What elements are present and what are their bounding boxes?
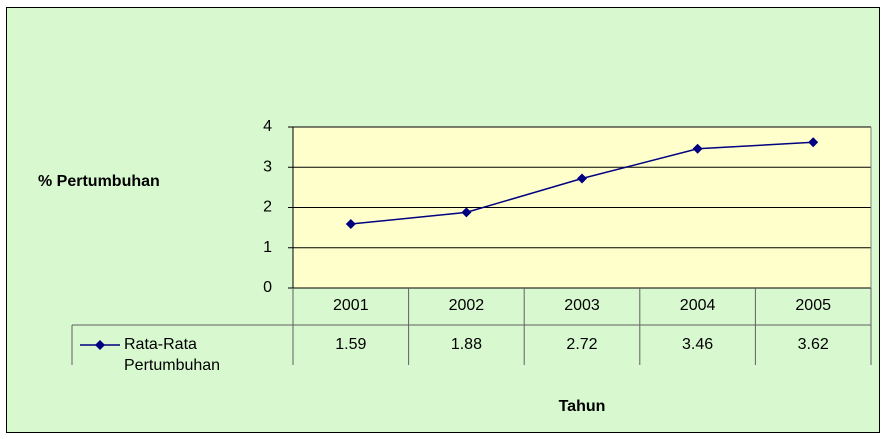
y-tick-label: 2 xyxy=(263,199,272,216)
x-tick-label: 2002 xyxy=(449,297,485,314)
marker xyxy=(461,207,472,218)
legend-label: Rata-Rata Pertumbuhan xyxy=(124,336,221,374)
table-value: 1.59 xyxy=(335,336,366,353)
marker xyxy=(577,173,587,184)
marker xyxy=(808,137,819,148)
x-axis-title: Tahun xyxy=(559,398,606,415)
y-tick-label: 0 xyxy=(263,279,272,296)
table-value: 1.88 xyxy=(451,336,482,353)
x-tick-label: 2005 xyxy=(795,297,831,314)
table-value: 3.62 xyxy=(798,336,829,353)
legend-marker xyxy=(95,340,105,350)
x-tick-label: 2001 xyxy=(333,297,369,314)
y-tick-label: 1 xyxy=(263,239,272,256)
y-axis-title: % Pertumbuhan xyxy=(38,173,160,190)
table-value: 2.72 xyxy=(566,336,597,353)
marker xyxy=(345,219,356,230)
table-value: 3.46 xyxy=(682,336,713,353)
x-tick-label: 2003 xyxy=(564,297,600,314)
x-tick-label: 2004 xyxy=(680,297,716,314)
y-tick-label: 4 xyxy=(263,118,272,135)
marker xyxy=(692,143,703,154)
y-tick-label: 3 xyxy=(263,158,272,175)
